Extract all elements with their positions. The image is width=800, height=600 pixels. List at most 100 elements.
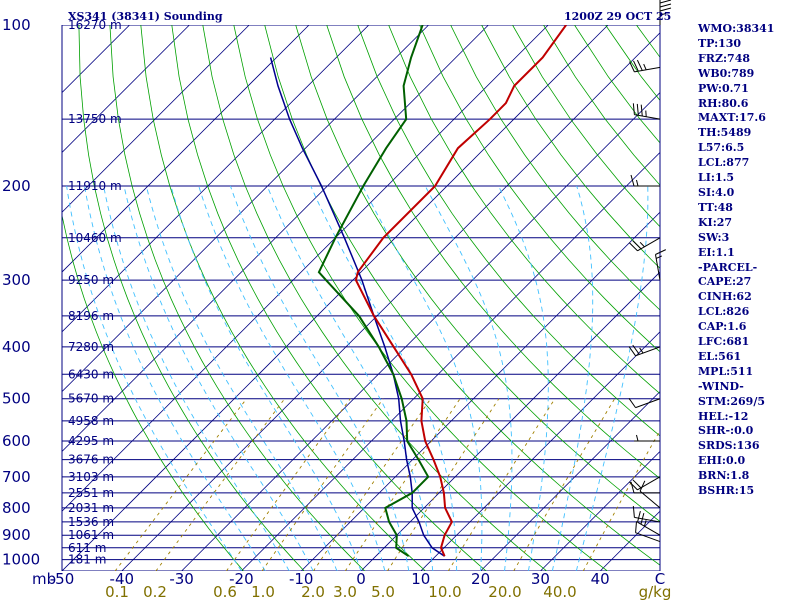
- sounding-profiles: [269, 25, 567, 558]
- temperature-tick-label: -40: [110, 570, 135, 588]
- sounding-index-item: HEL:-12: [698, 409, 749, 423]
- height-label: 4295 m: [68, 434, 114, 448]
- wind-barb-feather: [636, 59, 643, 71]
- dry-adiabat-line: [171, 25, 487, 571]
- moist-adiabat-line: [424, 185, 513, 571]
- isotherm-line: [62, 25, 609, 571]
- wind-barb-feather: [632, 506, 635, 518]
- height-label: 3103 m: [68, 470, 114, 484]
- moist-adiabat-line: [66, 185, 242, 571]
- isotherm-line: [241, 151, 660, 571]
- height-label: 181 m: [68, 553, 106, 567]
- moist-adiabat-line: [498, 185, 549, 571]
- height-label: 1061 m: [68, 528, 114, 542]
- moist-adiabat-line: [103, 185, 290, 571]
- wind-barb-staff: [634, 114, 661, 120]
- sounding-index-item: SRDS:136: [698, 439, 760, 453]
- temperature-tick-label: 40: [591, 570, 610, 588]
- wind-barbs: [628, 0, 672, 543]
- isotherm-line: [540, 450, 660, 571]
- wind-barb-feather: [629, 61, 635, 73]
- height-label: 10460 m: [68, 231, 122, 245]
- height-label: 13750 m: [68, 112, 122, 126]
- sounding-index-item: BSHR:15: [698, 484, 755, 498]
- wind-barb-half-feather: [643, 63, 647, 70]
- sounding-index-item: SI:4.0: [698, 185, 735, 199]
- temperature-tick-label: -10: [289, 570, 314, 588]
- sounding-indices-panel: WMO:38341 TP:130 FRZ:748 WB0:789 PW:0.71 RH:8…: [698, 22, 798, 499]
- wind-barb-feather: [629, 242, 638, 252]
- wind-barb-feather: [640, 104, 643, 117]
- mixing-ratio-tick-label: 20.0: [488, 583, 521, 600]
- sounding-index-item: CAPE:27: [698, 275, 752, 289]
- sounding-index-item: KI:27: [698, 215, 733, 229]
- mixing-ratio-tick-label: 0.6: [213, 583, 237, 600]
- height-label: 9250 m: [68, 273, 114, 287]
- diagram-grid: [62, 25, 660, 571]
- isotherm-line: [62, 25, 429, 393]
- temperature-tick-label: 20: [471, 570, 490, 588]
- wind-barb-feather: [636, 103, 639, 116]
- mixing-ratio-tick-label: 2.0: [301, 583, 325, 600]
- height-label: 6430 m: [68, 367, 114, 381]
- wind-barb-staff: [634, 66, 661, 73]
- height-label: 4958 m: [68, 414, 114, 428]
- pressure-tick-label: 900: [2, 526, 31, 544]
- height-label: 16270 m: [68, 18, 122, 32]
- wind-barb-feather: [659, 3, 672, 8]
- station-title: XS341 (38341) Sounding: [68, 10, 223, 23]
- parcel-trace: [269, 57, 446, 557]
- dry-adiabat-line: [62, 213, 244, 571]
- wind-barb-feather: [655, 249, 667, 255]
- isotherm-line: [300, 211, 660, 571]
- wind-barb-feather: [628, 346, 636, 357]
- moist-adiabat-line: [551, 185, 594, 571]
- mixing-ratio-tick-label: 0.1: [105, 583, 129, 600]
- isotherm-line: [62, 25, 250, 213]
- moist-adiabat-line: [145, 185, 338, 571]
- temperature-tick-label: -20: [229, 570, 254, 588]
- wind-barb-staff: [654, 254, 661, 281]
- dry-adiabat-line: [78, 25, 305, 571]
- sounding-index-item: LFC:681: [698, 335, 750, 349]
- sounding-index-item: -PARCEL-: [698, 260, 758, 274]
- mixing-ratio-line: [313, 398, 432, 571]
- temperature-tick-label: C: [655, 570, 665, 588]
- mixing-ratio-line: [261, 398, 384, 571]
- dry-adiabat-line: [419, 25, 660, 353]
- height-label: 11910 m: [68, 179, 122, 193]
- wind-barb-half-feather: [639, 241, 645, 248]
- wind-barb-feather: [635, 521, 638, 533]
- sounding-index-item: WMO:38341: [698, 22, 775, 35]
- height-label: 5670 m: [68, 392, 114, 406]
- wind-barb-feather: [628, 398, 636, 408]
- sounding-index-item: TT:48: [698, 200, 733, 214]
- wind-barb-feather: [639, 480, 646, 492]
- dry-adiabat-line: [326, 25, 660, 479]
- sounding-index-item: TH:5489: [698, 126, 752, 140]
- moist-adiabat-line: [84, 185, 266, 571]
- moist-adiabat-line: [362, 185, 483, 571]
- dry-adiabat-line: [388, 25, 660, 395]
- sounding-index-item: EL:561: [698, 349, 742, 363]
- temperature-tick-label: -50: [50, 570, 75, 588]
- isotherm-line: [62, 25, 310, 273]
- moist-adiabat-line: [170, 185, 362, 571]
- height-label: 8196 m: [68, 309, 114, 323]
- wind-barb-half-feather: [655, 255, 663, 259]
- dry-adiabat-line: [450, 25, 660, 311]
- mixing-ratio-line: [582, 429, 660, 571]
- pressure-tick-label: 300: [2, 271, 31, 289]
- mixing-ratio-tick-label: 3.0: [333, 583, 357, 600]
- height-label: 2031 m: [68, 501, 114, 515]
- mixing-ratio-line: [447, 398, 556, 571]
- pressure-tick-label: 500: [2, 390, 31, 408]
- mixing-ratio-line: [513, 398, 616, 571]
- pressure-tick-label: 400: [2, 338, 31, 356]
- height-label: 2551 m: [68, 486, 114, 500]
- isotherm-line: [360, 271, 660, 571]
- temperature-tick-label: 30: [531, 570, 550, 588]
- isotherm-line: [62, 25, 370, 333]
- moist-adiabat-line: [310, 185, 458, 571]
